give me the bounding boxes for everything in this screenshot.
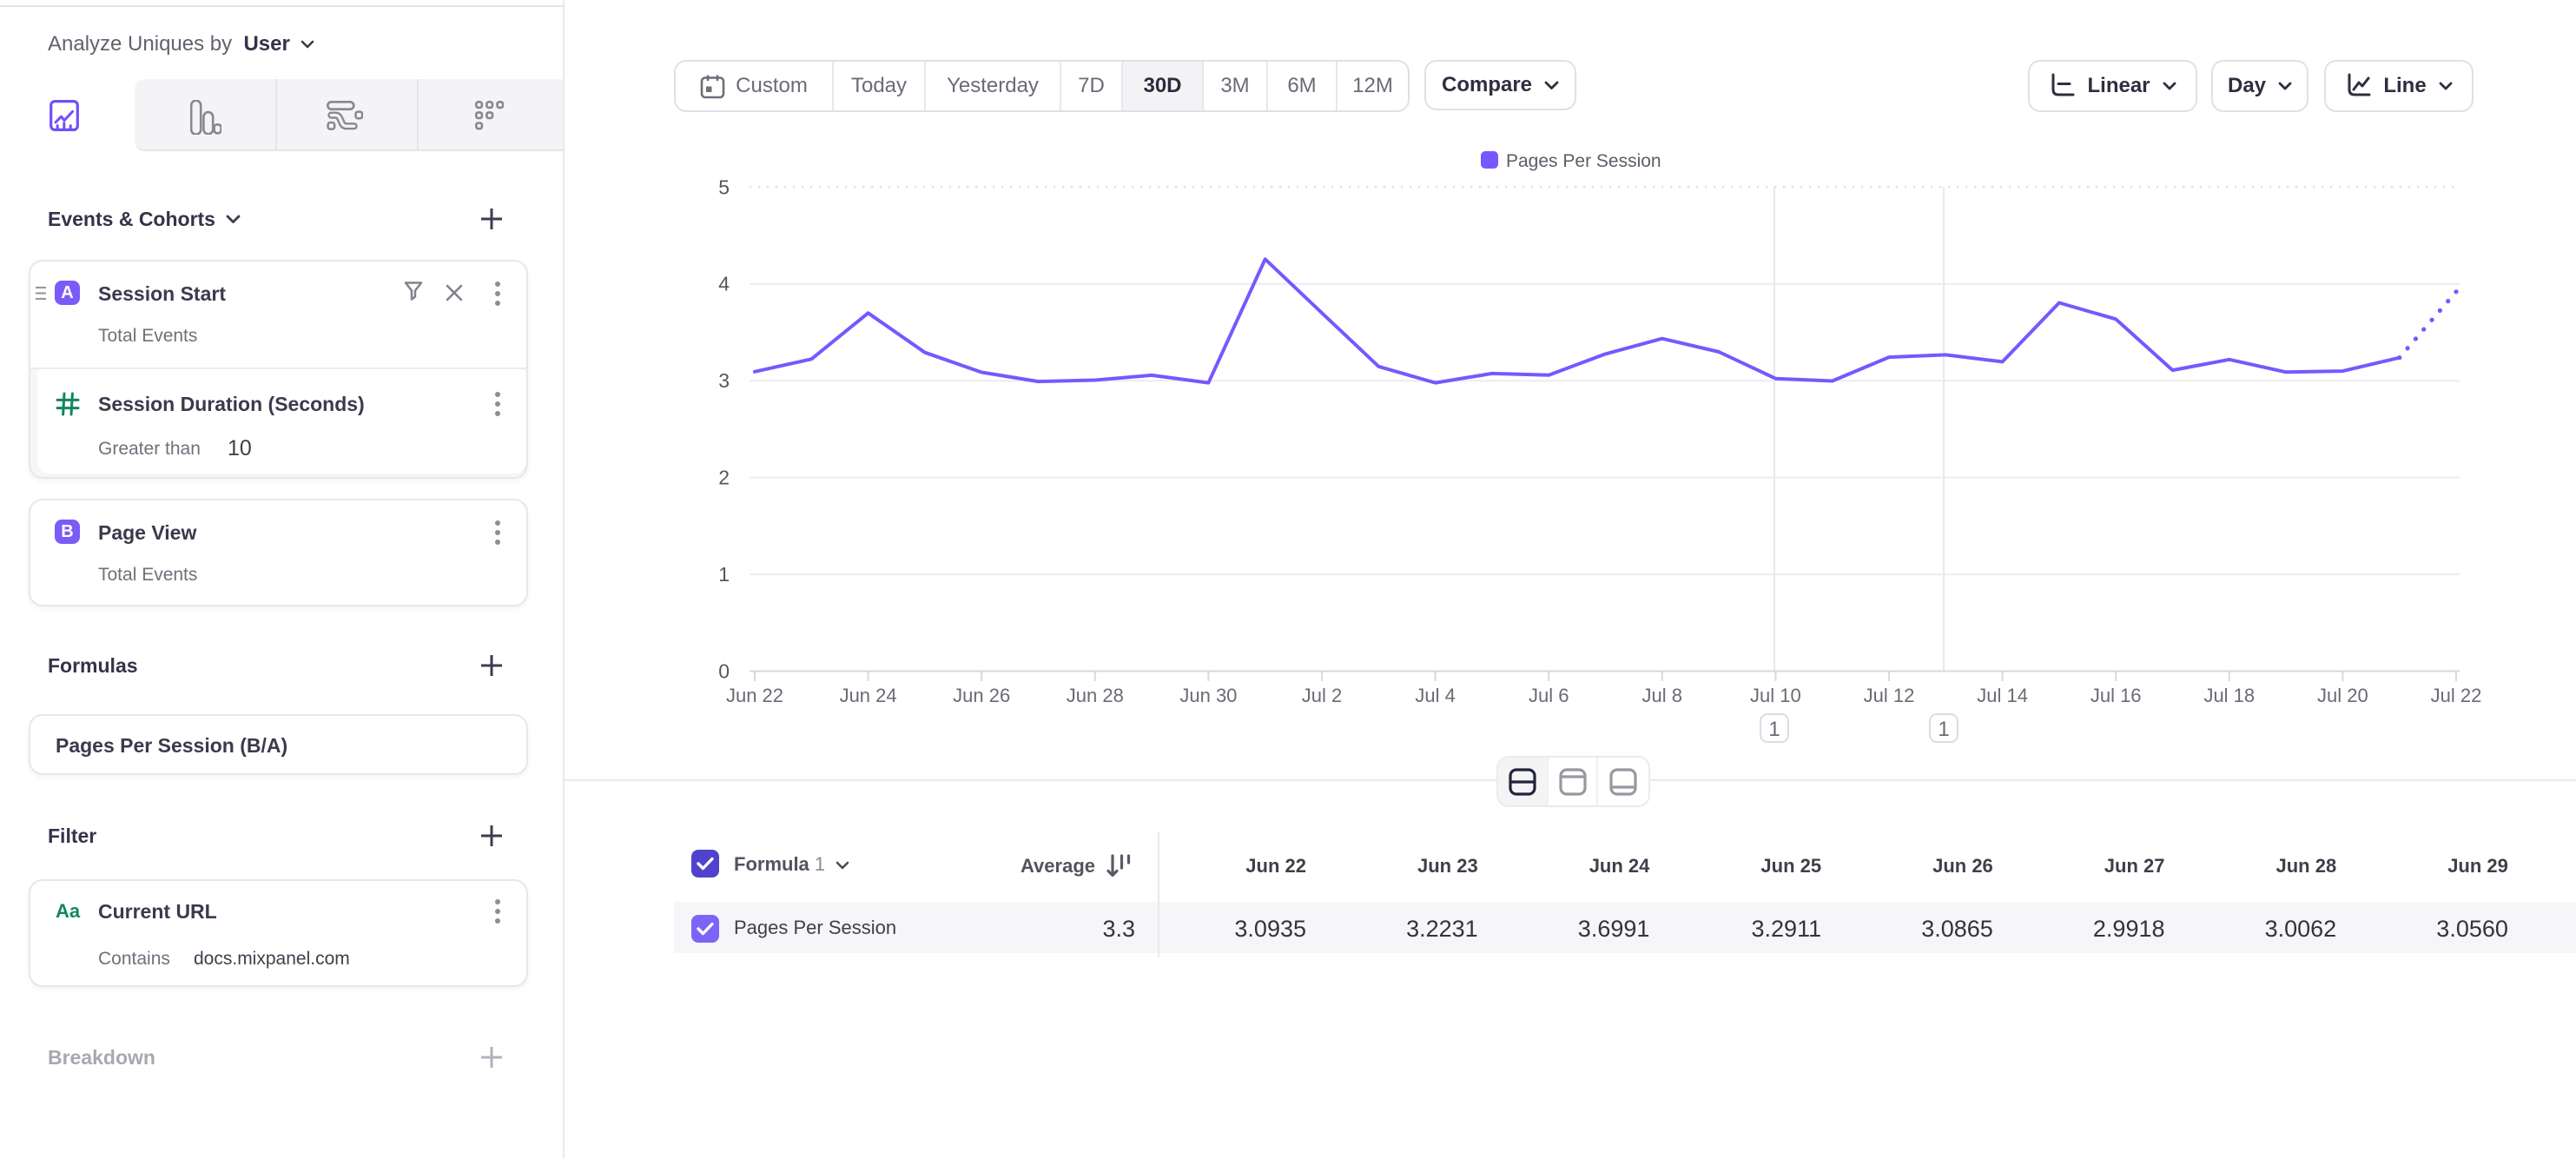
svg-text:Jun 30: Jun 30 — [1179, 685, 1237, 706]
svg-text:Jun 24: Jun 24 — [840, 685, 897, 706]
svg-text:1: 1 — [1938, 718, 1949, 741]
svg-text:Jun 22: Jun 22 — [726, 685, 783, 706]
svg-text:Jul 18: Jul 18 — [2203, 685, 2255, 706]
svg-text:Jul 20: Jul 20 — [2317, 685, 2368, 706]
svg-text:1: 1 — [718, 563, 730, 586]
svg-text:Jul 10: Jul 10 — [1750, 685, 1801, 706]
svg-text:Jul 2: Jul 2 — [1302, 685, 1342, 706]
svg-text:3: 3 — [718, 369, 730, 392]
svg-text:2: 2 — [718, 467, 730, 489]
svg-text:Jun 26: Jun 26 — [953, 685, 1010, 706]
svg-text:Jul 12: Jul 12 — [1864, 685, 1915, 706]
svg-text:Jul 4: Jul 4 — [1415, 685, 1455, 706]
svg-text:5: 5 — [718, 176, 730, 198]
svg-text:Pages Per Session: Pages Per Session — [1506, 151, 1661, 171]
svg-text:Jul 14: Jul 14 — [1977, 685, 2028, 706]
svg-text:Jul 16: Jul 16 — [2091, 685, 2142, 706]
svg-text:Jul 6: Jul 6 — [1529, 685, 1569, 706]
svg-text:0: 0 — [718, 660, 730, 683]
svg-text:Jul 22: Jul 22 — [2431, 685, 2482, 706]
svg-text:4: 4 — [718, 273, 730, 295]
svg-text:Jun 28: Jun 28 — [1067, 685, 1124, 706]
svg-text:Jul 8: Jul 8 — [1642, 685, 1682, 706]
svg-text:1: 1 — [1768, 718, 1780, 741]
